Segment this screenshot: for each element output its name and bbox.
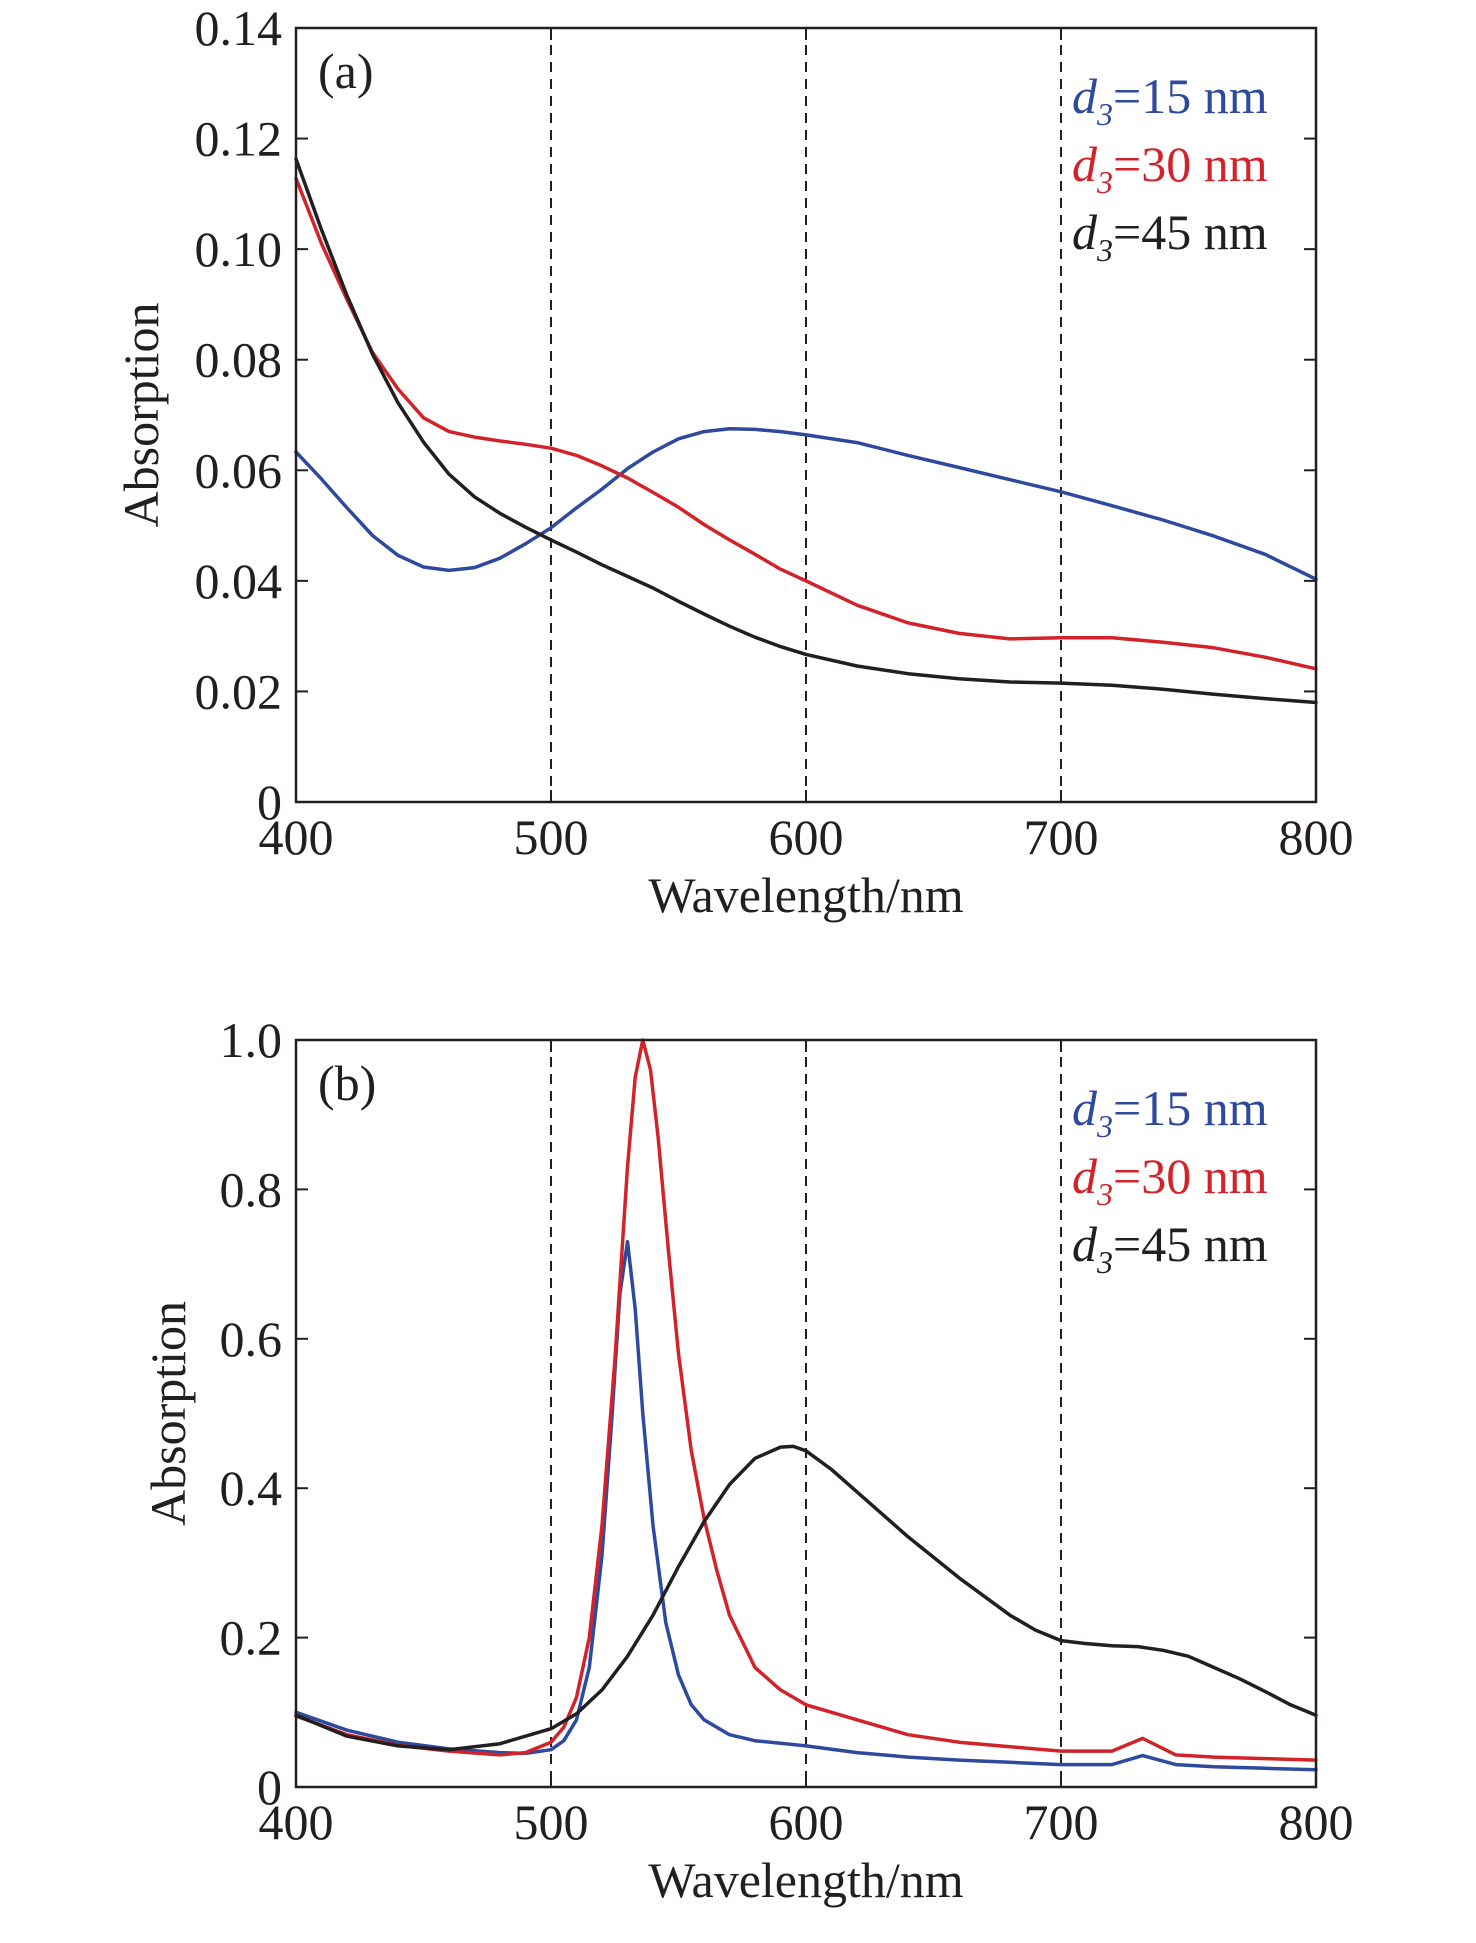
panel-a-series-line-1	[294, 427, 1318, 581]
panel-a-y-tick-label: 0.02	[195, 663, 283, 719]
panel-b-x-tick-label: 600	[769, 1794, 844, 1850]
panel-b-y-tick-label: 0.2	[220, 1610, 283, 1666]
panel-a-y-tick-label: 0	[257, 774, 282, 830]
legend-value: =30 nm	[1113, 1148, 1268, 1204]
legend-variable: d	[1072, 1148, 1098, 1204]
panel-a-x-axis-label: Wavelength/nm	[648, 867, 963, 923]
legend-variable: d	[1072, 136, 1098, 192]
legend-value: =15 nm	[1113, 1080, 1268, 1136]
legend-value: =15 nm	[1113, 68, 1268, 124]
legend-subscript: 3	[1096, 1108, 1113, 1144]
legend-subscript: 3	[1096, 232, 1113, 268]
legend-value: =45 nm	[1113, 1216, 1268, 1272]
panel-b-series-line-1	[294, 1239, 1318, 1772]
panel-a-y-tick-label: 0.06	[195, 442, 283, 498]
panel-a-x-tick-label: 800	[1279, 809, 1354, 865]
panel-a-panel-label: (a)	[318, 43, 374, 99]
panel-a-legend-entry-2: d3=30 nm	[1072, 136, 1268, 200]
panel-a-series-line-2	[294, 176, 1318, 671]
panel-b-series-line-2	[294, 1038, 1318, 1762]
panel-a-x-tick-label: 600	[769, 809, 844, 865]
panel-b-x-tick-label: 400	[259, 1794, 334, 1850]
panel-b-x-tick-label: 800	[1279, 1794, 1354, 1850]
panel-b-y-tick-label: 0	[257, 1759, 282, 1815]
legend-subscript: 3	[1096, 1244, 1113, 1280]
panel-b-series-line-3	[294, 1444, 1318, 1752]
panel-b: 400 500 600 700 800 0 0.2 0.4 0.6 0.8 1.0 Wavelengt…	[140, 1012, 1354, 1908]
panel-b-y-tick-label: 1.0	[220, 1012, 283, 1068]
panel-a-y-tick-label: 0.14	[195, 0, 283, 56]
panel-a-x-tick-label: 400	[259, 809, 334, 865]
panel-b-panel-label: (b)	[318, 1055, 376, 1111]
legend-subscript: 3	[1096, 1176, 1113, 1212]
panel-b-y-axis-label: Absorption	[140, 1301, 196, 1526]
legend-value: =30 nm	[1113, 136, 1268, 192]
panel-a-y-tick-label: 0.10	[195, 221, 283, 277]
panel-a-y-tick-label: 0.08	[195, 332, 283, 388]
legend-value: =45 nm	[1113, 204, 1268, 260]
panel-a-x-tick-label: 700	[1024, 809, 1099, 865]
panel-b-x-tick-label: 500	[514, 1794, 589, 1850]
panel-b-y-tick-label: 0.4	[220, 1460, 283, 1516]
panel-b-x-tick-label: 700	[1024, 1794, 1099, 1850]
panel-a: 400 500 600 700 800 0 0.02 0.04 0.06 0.08 0.10 0.12…	[113, 0, 1354, 923]
panel-b-legend-entry-2: d3=30 nm	[1072, 1148, 1268, 1212]
panel-a-series-line-3	[294, 157, 1318, 705]
panel-b-y-tick-label: 0.6	[220, 1311, 283, 1367]
panel-a-x-tick-label: 500	[514, 809, 589, 865]
legend-variable: d	[1072, 68, 1098, 124]
panel-b-y-tick-label: 0.8	[220, 1161, 283, 1217]
panel-b-x-axis-label: Wavelength/nm	[648, 1852, 963, 1908]
panel-a-y-tick-label: 0.04	[195, 553, 283, 609]
legend-variable: d	[1072, 1080, 1098, 1136]
panel-b-legend-entry-1: d3=15 nm	[1072, 1080, 1268, 1144]
panel-a-legend-entry-3: d3=45 nm	[1072, 204, 1268, 268]
legend-variable: d	[1072, 1216, 1098, 1272]
legend-subscript: 3	[1096, 96, 1113, 132]
panel-a-y-axis-label: Absorption	[113, 303, 169, 528]
panel-a-legend-entry-1: d3=15 nm	[1072, 68, 1268, 132]
legend-variable: d	[1072, 204, 1098, 260]
panel-b-legend-entry-3: d3=45 nm	[1072, 1216, 1268, 1280]
legend-subscript: 3	[1096, 164, 1113, 200]
panel-a-y-tick-label: 0.12	[195, 111, 283, 167]
